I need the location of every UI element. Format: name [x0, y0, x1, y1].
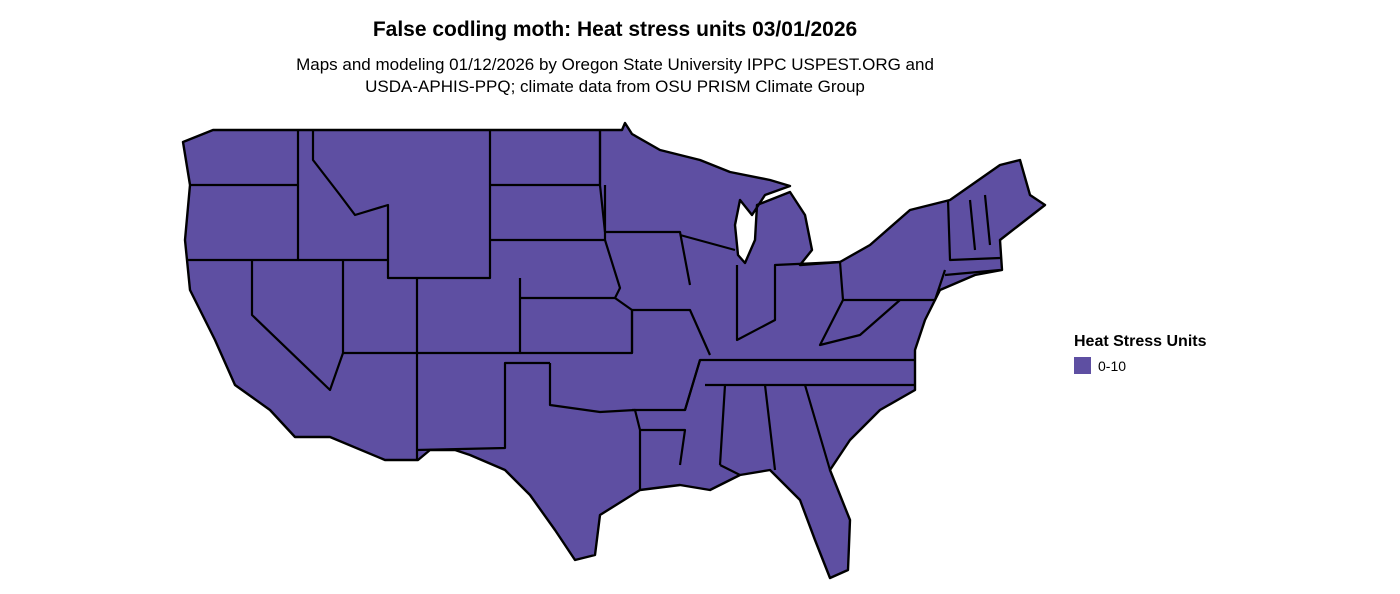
map-subtitle-line2: USDA-APHIS-PPQ; climate data from OSU PR… [365, 77, 865, 96]
state-borders [188, 130, 1001, 490]
state-border [640, 233, 915, 466]
state-border [598, 130, 712, 412]
map-subtitle-line1: Maps and modeling 01/12/2026 by Oregon S… [296, 55, 934, 74]
legend-label: 0-10 [1098, 357, 1127, 374]
us-outline [181, 121, 1047, 580]
map-title: False codling moth: Heat stress units 03… [372, 18, 858, 41]
state-border [343, 278, 550, 460]
legend-title: Heat Stress Units [1074, 333, 1207, 350]
state-border [250, 258, 388, 392]
legend-item: 0-10 [1074, 357, 1207, 374]
state-border [718, 261, 947, 476]
state-border [944, 194, 1001, 277]
legend: Heat Stress Units 0-10 [1074, 333, 1207, 374]
legend-swatch [1074, 357, 1091, 374]
